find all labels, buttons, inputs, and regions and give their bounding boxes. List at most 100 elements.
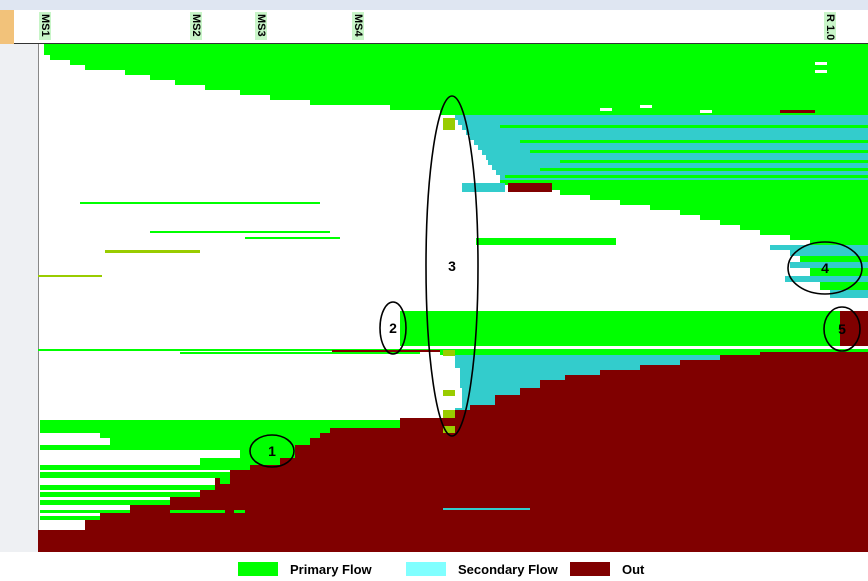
flow-bar	[700, 215, 868, 220]
flow-bar	[680, 210, 868, 215]
flow-bar	[40, 445, 295, 450]
flow-bar	[110, 438, 310, 445]
flow-bar	[443, 118, 455, 130]
flow-bar	[100, 433, 320, 438]
milestone-marker	[352, 12, 364, 40]
milestone-marker	[39, 12, 51, 40]
flow-bar	[440, 349, 868, 355]
flow-bar	[443, 410, 455, 418]
gap-mark	[815, 62, 827, 65]
flow-bar	[234, 510, 245, 513]
flow-bar	[50, 55, 868, 60]
flow-bar	[150, 75, 868, 80]
flow-bar	[245, 237, 340, 239]
flow-bar	[476, 238, 616, 245]
flow-bar	[175, 80, 868, 85]
flow-bar	[80, 202, 320, 204]
flow-bar	[540, 380, 868, 388]
flow-bar	[800, 256, 868, 262]
gap-mark	[600, 108, 612, 111]
flow-bar	[790, 250, 868, 256]
annotation-number: 4	[821, 260, 829, 276]
flow-bar	[40, 485, 215, 490]
flow-bar	[85, 520, 868, 530]
flow-bar	[460, 368, 650, 374]
annotation-number: 3	[448, 258, 456, 274]
legend-item-primary: Primary Flow	[238, 560, 372, 578]
flow-bar	[505, 175, 868, 178]
gap-mark	[815, 70, 827, 73]
flow-bar	[100, 512, 868, 520]
milestone-label: MS4	[352, 14, 364, 38]
flow-bar	[500, 125, 868, 128]
legend-swatch-primary	[238, 562, 278, 576]
annotation-number: 1	[268, 443, 276, 459]
annotation-ellipse	[379, 301, 407, 355]
flow-bar	[590, 195, 868, 200]
milestone-label: MS3	[255, 14, 267, 37]
flow-bar	[170, 510, 225, 513]
flow-bar	[520, 388, 868, 395]
flow-bar	[330, 425, 868, 430]
annotation-ellipse	[249, 434, 295, 468]
flow-bar	[785, 276, 868, 282]
flow-bar	[492, 165, 868, 170]
flow-bar	[443, 508, 530, 510]
flow-bar	[200, 458, 280, 465]
flow-bar	[44, 44, 868, 55]
flow-bar	[840, 311, 868, 346]
flow-bar	[295, 440, 868, 450]
flow-bar	[40, 492, 200, 497]
legend: Primary Flow Secondary Flow Out	[0, 558, 868, 581]
flow-bar	[460, 374, 600, 380]
flow-bars	[38, 44, 868, 552]
legend-item-secondary: Secondary Flow	[406, 560, 558, 578]
flow-bar	[520, 140, 868, 143]
flow-bar	[310, 100, 868, 105]
flow-bar	[440, 110, 868, 115]
flow-bar	[680, 360, 868, 365]
flow-bar	[600, 370, 868, 375]
flow-bar	[760, 352, 868, 355]
flow-bar	[530, 150, 868, 153]
flow-bar	[40, 516, 100, 520]
flow-bar	[478, 145, 868, 150]
annotation-layer: 1 2 3 4 5	[249, 95, 863, 468]
flow-bar	[560, 190, 868, 195]
flow-bar	[443, 426, 455, 433]
flow-bar	[650, 205, 868, 210]
flow-bar	[466, 130, 868, 135]
flow-bar	[125, 70, 868, 75]
flow-bar	[530, 185, 868, 190]
legend-swatch-secondary	[406, 562, 446, 576]
gap-mark	[640, 105, 652, 108]
flow-bar	[205, 85, 868, 90]
flow-bar	[40, 510, 130, 513]
flow-bar	[470, 135, 868, 140]
flow-bar	[455, 362, 720, 368]
flow-bar	[240, 450, 295, 458]
milestone-marker	[824, 12, 836, 40]
flow-bar	[455, 115, 868, 120]
flow-bar	[810, 240, 868, 245]
flow-bar	[460, 380, 560, 388]
flow-bar	[720, 355, 868, 360]
flow-bar	[240, 90, 868, 95]
flow-bar	[500, 180, 868, 185]
flow-bar	[270, 95, 868, 100]
flow-bar	[830, 290, 868, 298]
row-label-column	[0, 44, 39, 552]
milestone-header	[14, 10, 868, 44]
milestone-marker	[190, 12, 202, 40]
flow-bar	[230, 465, 868, 475]
flow-bar	[560, 160, 868, 163]
flow-bar	[215, 475, 868, 485]
legend-label-secondary: Secondary Flow	[458, 561, 558, 577]
flow-bar	[40, 472, 230, 478]
flow-bar	[150, 231, 330, 233]
flow-bar	[70, 60, 868, 65]
flow-bar	[400, 311, 868, 346]
flow-bar	[470, 405, 868, 410]
flow-bar	[400, 418, 868, 425]
flow-bar	[40, 420, 400, 428]
